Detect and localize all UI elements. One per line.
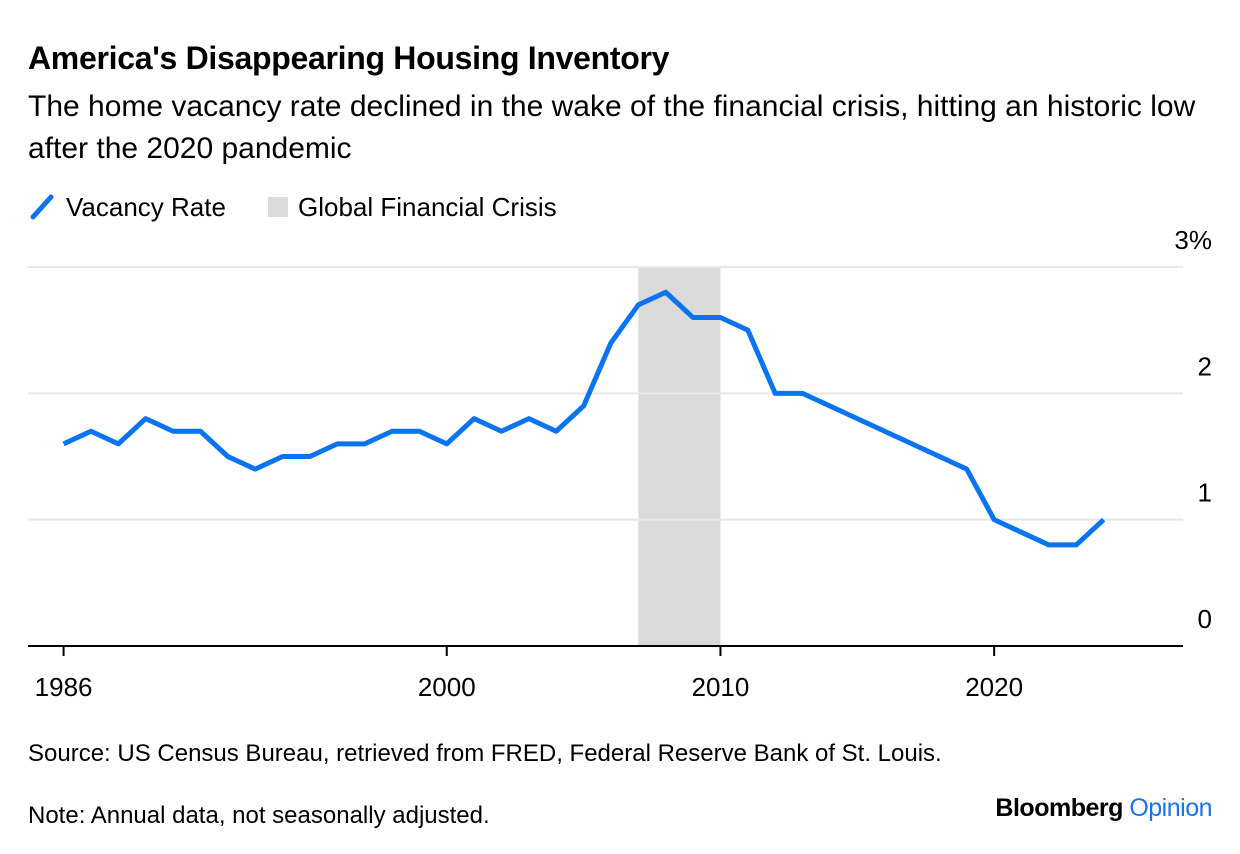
brand-section: Opinion xyxy=(1129,794,1212,822)
y-tick-label: 0 xyxy=(1198,604,1212,634)
x-tick-label: 2020 xyxy=(965,672,1023,702)
chart-title: America's Disappearing Housing Inventory xyxy=(28,40,670,76)
legend-swatch xyxy=(268,197,288,217)
x-tick-label: 2000 xyxy=(418,672,476,702)
brand: Bloomberg Opinion xyxy=(995,794,1212,823)
legend-label: Global Financial Crisis xyxy=(298,192,557,222)
note: Note: Annual data, not seasonally adjust… xyxy=(28,802,490,829)
legend-line-icon xyxy=(30,194,54,220)
y-tick-label: 1 xyxy=(1198,478,1212,508)
y-tick-label: 2 xyxy=(1198,351,1212,381)
y-tick-label: 3% xyxy=(1174,225,1212,255)
chart-subtitle: The home vacancy rate declined in the wa… xyxy=(28,90,1196,165)
x-tick-label: 1986 xyxy=(35,672,93,702)
data-line xyxy=(62,289,1106,548)
brand-name: Bloomberg xyxy=(995,794,1123,822)
legend-label: Vacancy Rate xyxy=(66,192,226,222)
source-note: Source: US Census Bureau, retrieved from… xyxy=(28,740,942,767)
shaded-region xyxy=(638,267,721,646)
x-tick-label: 2010 xyxy=(692,672,750,702)
